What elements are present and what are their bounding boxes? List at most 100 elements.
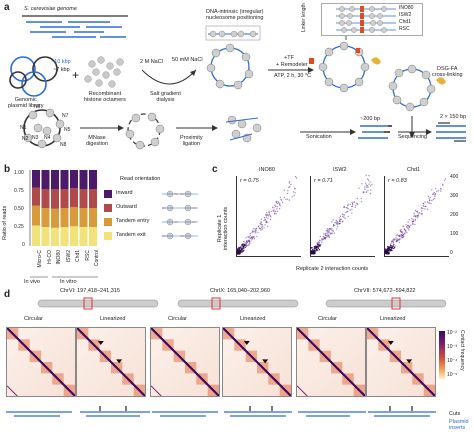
colorbar xyxy=(439,331,445,379)
bar-category-label-0: Micro-C xyxy=(37,250,43,268)
scatter-point xyxy=(286,198,289,200)
scatter-point xyxy=(252,228,254,230)
scatter-point xyxy=(236,251,239,253)
scatter-point xyxy=(268,212,270,214)
scatter-point xyxy=(315,247,317,250)
scatter-point xyxy=(411,218,413,220)
scatter-point xyxy=(320,241,323,243)
scatter-point xyxy=(276,210,279,212)
scatter-point xyxy=(275,201,277,203)
cut-arrow-marker xyxy=(243,341,250,345)
linearized-label-2: Linearized xyxy=(240,316,266,322)
nacl-high-label: 2 M NaCl xyxy=(140,59,163,65)
scatter-point xyxy=(273,211,275,213)
group-in-vitro-label: In vitro xyxy=(60,279,77,285)
scatter-point xyxy=(431,199,433,202)
dialysis-label: Salt gradient dialysis xyxy=(150,91,181,103)
ligation-label: Proximity ligation xyxy=(180,135,203,147)
remodeler-chd1: Chd1 xyxy=(399,19,411,25)
scatter-plot-ino80: INO80 r = 0.75 xyxy=(236,167,301,257)
scatter-point xyxy=(404,232,406,234)
sequencing-label: Sequencing xyxy=(398,134,428,140)
scatter-point xyxy=(408,226,411,229)
scatter-point xyxy=(351,212,353,214)
scatter-point xyxy=(265,216,267,218)
scatter-point xyxy=(272,210,274,212)
circular-label-1: Circular xyxy=(24,316,43,322)
scatter-point xyxy=(407,228,409,230)
scatter-point xyxy=(431,189,433,191)
bar-segment-outward-1 xyxy=(41,189,50,208)
scatter-point xyxy=(251,231,253,234)
scatter-point xyxy=(261,228,264,230)
bar-segment-inward-3 xyxy=(60,170,69,189)
bar-segment-tandem-exit-3 xyxy=(60,227,69,246)
scatter-point xyxy=(364,182,367,184)
scatter-point xyxy=(260,218,263,220)
scatter-point xyxy=(407,221,409,223)
bar-segment-tandem-entry-4 xyxy=(70,207,78,227)
scatter-point xyxy=(416,215,418,217)
scatter-point xyxy=(442,184,444,186)
scatter-point xyxy=(368,183,370,185)
scatter-point xyxy=(330,229,333,231)
scatter-point xyxy=(254,228,256,230)
scatter-point xyxy=(248,244,250,246)
nuc-label-n4: N4 xyxy=(44,135,51,141)
contact-diagonal xyxy=(77,328,145,396)
scatter-point xyxy=(391,240,393,242)
contact-diagonal xyxy=(223,328,291,396)
scatter-point xyxy=(358,187,360,189)
scatter-point xyxy=(396,234,399,236)
scatter-point xyxy=(260,221,263,223)
scatter-point xyxy=(423,205,425,208)
contact-map-cells-linearized-3 xyxy=(367,328,435,396)
scatter-point xyxy=(326,228,329,230)
scatter-points-isw2 xyxy=(310,174,373,255)
scatter-point xyxy=(426,208,429,210)
nuc-label-n3: N3 xyxy=(32,135,39,141)
scatter-point xyxy=(364,188,366,190)
panel-b-ylabel: Ratio of reads xyxy=(2,205,8,240)
panel-c-tick-100: 100 xyxy=(450,231,459,237)
scatter-point xyxy=(266,214,268,217)
scatter-point xyxy=(327,229,329,231)
linearized-label-3: Linearized xyxy=(380,316,406,322)
scatter-point xyxy=(265,221,267,223)
positioning-label: DNA-intrinsic (irregular) nucleosome pos… xyxy=(206,9,264,21)
scatter-point xyxy=(317,243,319,245)
cut-arrow-marker xyxy=(387,341,394,345)
scatter-point xyxy=(424,208,426,210)
bar-segment-inward-5 xyxy=(79,170,88,189)
scatter-point xyxy=(341,213,344,215)
scatter-point xyxy=(371,183,373,185)
scatter-point xyxy=(339,222,341,225)
scatter-point xyxy=(342,216,344,218)
scatter-point xyxy=(293,194,295,197)
cut-arrow-marker xyxy=(97,341,104,345)
scatter-point xyxy=(329,233,331,235)
scatter-point xyxy=(312,252,314,255)
cut-arrow-marker xyxy=(116,359,123,364)
scatter-point xyxy=(327,234,329,237)
scatter-point xyxy=(365,191,368,193)
scatter-point xyxy=(406,227,408,229)
bar-category-label-2: INO80 xyxy=(56,250,62,265)
scatter-point xyxy=(414,209,417,211)
scatter-point xyxy=(402,225,405,227)
scatter-point xyxy=(406,225,408,228)
panel-c-tick-200: 200 xyxy=(450,212,459,218)
scatter-point xyxy=(286,192,289,195)
remodeler-rsc: RSC xyxy=(399,26,410,32)
bar-segment-tandem-entry-2 xyxy=(51,208,59,228)
scatter-point xyxy=(369,192,372,195)
scatter-title-chd1: Chd1 xyxy=(407,167,421,173)
scatter-point xyxy=(357,203,359,205)
scatter-point xyxy=(402,235,404,237)
scatter-point xyxy=(294,187,296,190)
scatter-point xyxy=(255,232,257,234)
scatter-point xyxy=(236,252,239,255)
scatter-point xyxy=(366,178,369,180)
scatter-point xyxy=(417,213,420,215)
panel-c-tick-0: 0 xyxy=(450,250,453,256)
